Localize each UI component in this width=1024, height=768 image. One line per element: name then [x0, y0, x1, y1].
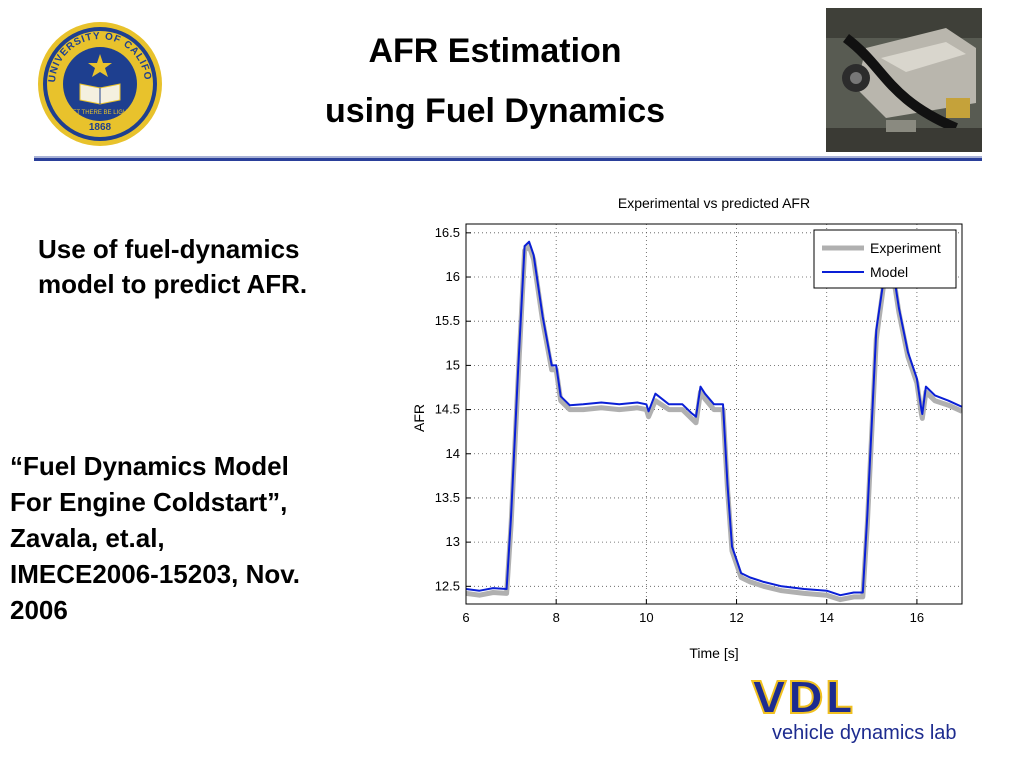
chart-title: Experimental vs predicted AFR	[618, 195, 810, 211]
chart-x-axis-label: Time [s]	[689, 645, 738, 661]
title-divider	[34, 156, 982, 161]
chart-series	[466, 240, 962, 603]
engine-photo-graphic	[826, 8, 982, 152]
legend-entry-experiment: Experiment	[870, 240, 941, 256]
slide-title-line1: AFR Estimation	[368, 32, 622, 70]
x-tick-label: 14	[819, 610, 833, 625]
y-tick-label: 14	[446, 446, 460, 461]
uc-seal-logo: THE UNIVERSITY OF CALIFORNIA LET THERE B…	[30, 10, 166, 150]
chart-ticks: 6 8 10 12 14 16 12.5 13 13.5 14 14.5 15 15.5 16 16.5	[435, 225, 924, 625]
y-tick-label: 13	[446, 534, 460, 549]
vdl-logo-name: vehicle dynamics lab	[772, 722, 957, 744]
chart-plot-frame	[465, 223, 963, 605]
x-tick-label: 16	[910, 610, 924, 625]
afr-chart-svg: Experimental vs predicted AFR Time [s] A…	[411, 195, 963, 661]
slide-title-line2: using Fuel Dynamics	[324, 92, 666, 130]
y-tick-label: 13.5	[435, 490, 460, 505]
x-tick-label: 6	[462, 610, 469, 625]
bullet-model-description: Use of fuel-dynamics model to predict AF…	[38, 234, 308, 299]
x-tick-label: 8	[553, 610, 560, 625]
vdl-logo-letters: VDL	[751, 673, 854, 724]
chart-y-axis-label: AFR	[411, 404, 427, 432]
engine-photo	[826, 8, 982, 152]
seal-year: 1868	[89, 122, 112, 133]
y-tick-label: 16	[446, 269, 460, 284]
chart-legend: Experiment Model	[813, 229, 957, 289]
y-tick-label: 14.5	[435, 402, 460, 417]
x-tick-label: 10	[639, 610, 653, 625]
y-tick-label: 15	[446, 357, 460, 372]
legend-box	[813, 229, 957, 289]
afr-chart: Experimental vs predicted AFR Time [s] A…	[404, 186, 984, 666]
x-tick-label: 12	[729, 610, 743, 625]
y-tick-label: 12.5	[435, 578, 460, 593]
legend-entry-model: Model	[870, 264, 908, 280]
y-tick-label: 15.5	[435, 313, 460, 328]
bullet-reference-citation: “Fuel Dynamics Model For Engine Coldstar…	[10, 451, 300, 625]
uc-seal-graphic: THE UNIVERSITY OF CALIFORNIA LET THERE B…	[30, 10, 162, 146]
seal-motto: LET THERE BE LIGHT	[69, 110, 131, 116]
y-tick-label: 16.5	[435, 225, 460, 240]
vdl-logo: VDL vehicle dynamics lab	[751, 673, 982, 764]
